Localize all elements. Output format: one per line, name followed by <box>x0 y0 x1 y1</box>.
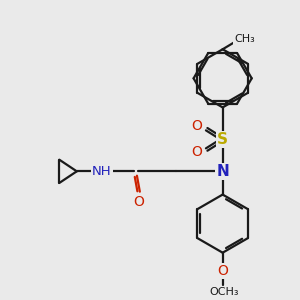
Text: O: O <box>191 119 202 133</box>
Text: NH: NH <box>92 165 112 178</box>
Text: CH₃: CH₃ <box>234 34 255 44</box>
Text: O: O <box>217 264 228 278</box>
Text: S: S <box>217 132 228 147</box>
Text: O: O <box>191 146 202 159</box>
Text: N: N <box>216 164 229 179</box>
Text: OCH₃: OCH₃ <box>209 287 239 297</box>
Text: O: O <box>133 195 144 209</box>
